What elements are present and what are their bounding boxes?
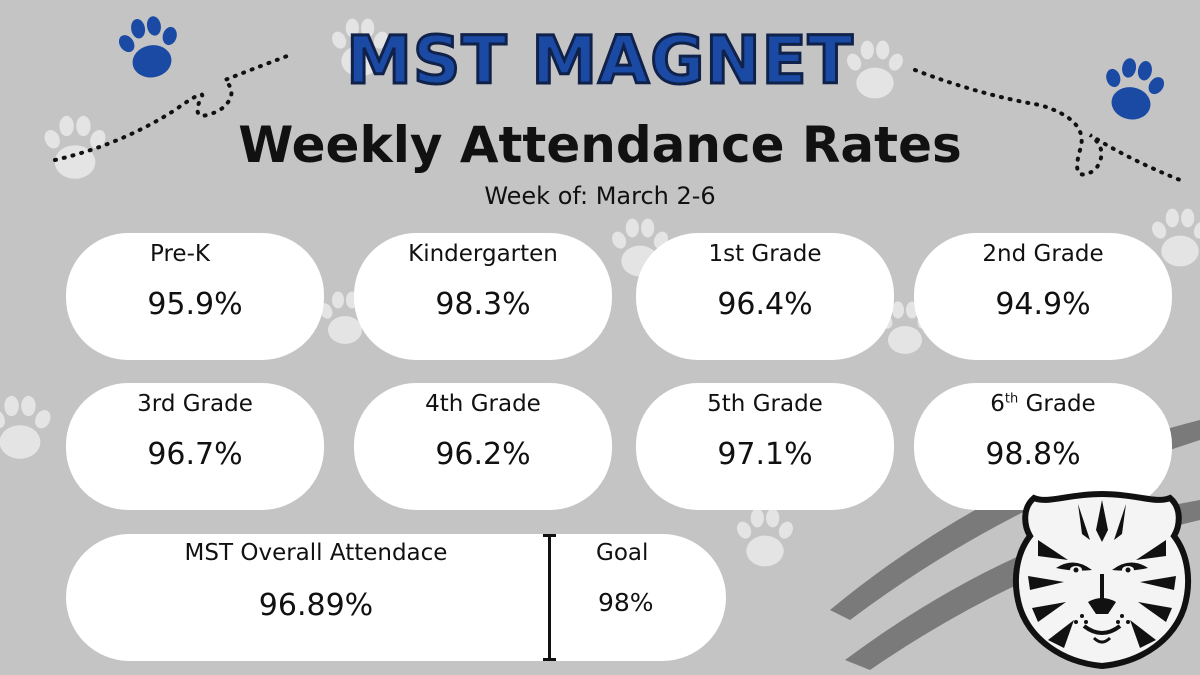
grade-card-kindergarten: Kindergarten 98.3% xyxy=(354,233,612,360)
grade-card-5th: 5th Grade 97.1% xyxy=(636,383,894,510)
goal-label: Goal xyxy=(596,540,649,566)
tiger-head-logo xyxy=(1012,490,1192,670)
grade-label: Pre-K xyxy=(150,241,210,267)
grade-card-pre-k: Pre-K 95.9% xyxy=(66,233,324,360)
grade-label: 5th Grade xyxy=(707,391,823,417)
grade-card-4th: 4th Grade 96.2% xyxy=(354,383,612,510)
grade-value: 98.3% xyxy=(435,287,531,322)
divider xyxy=(543,534,556,661)
grade-label: 3rd Grade xyxy=(137,391,253,417)
grade-label: 1st Grade xyxy=(708,241,822,267)
grade-value: 96.4% xyxy=(717,287,813,322)
grade-card-2nd: 2nd Grade 94.9% xyxy=(914,233,1172,360)
grade-value: 96.2% xyxy=(435,437,531,472)
grade-card-1st: 1st Grade 96.4% xyxy=(636,233,894,360)
grade-value: 94.9% xyxy=(995,287,1091,322)
goal-value: 98% xyxy=(598,588,654,617)
grade-label: Kindergarten xyxy=(408,241,558,267)
grade-value: 97.1% xyxy=(717,437,813,472)
grade-label: 4th Grade xyxy=(425,391,541,417)
page-title: MST MAGNET xyxy=(345,22,854,99)
grade-label: 2nd Grade xyxy=(982,241,1104,267)
overall-label: MST Overall Attendace xyxy=(184,540,448,566)
grade-value: 98.8% xyxy=(985,437,1081,472)
grade-label: 6th Grade xyxy=(990,391,1096,417)
grade-value: 96.7% xyxy=(147,437,243,472)
grade-card-3rd: 3rd Grade 96.7% xyxy=(66,383,324,510)
page-subtitle: Weekly Attendance Rates xyxy=(238,116,962,174)
grade-card-6th: 6th Grade 98.8% xyxy=(914,383,1172,510)
dotted-trails xyxy=(53,53,1182,182)
grade-value: 95.9% xyxy=(147,287,243,322)
week-label: Week of: March 2-6 xyxy=(484,182,716,210)
overall-value: 96.89% xyxy=(258,588,374,623)
overall-attendance-card: MST Overall Attendace 96.89% Goal 98% xyxy=(66,534,726,661)
